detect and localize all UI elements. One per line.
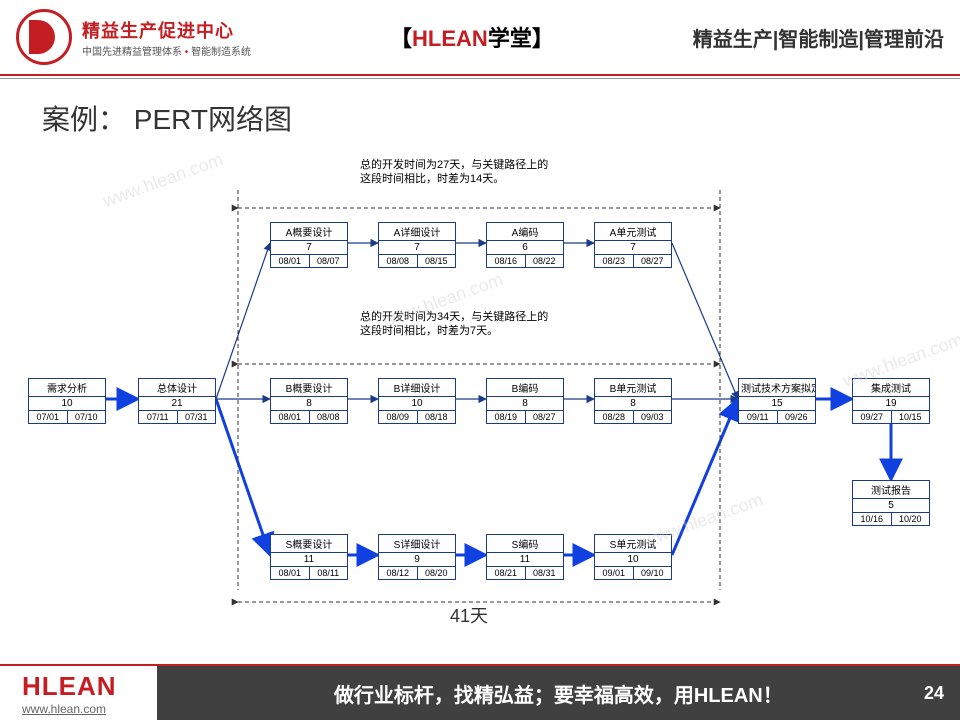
pert-node: A详细设计708/0808/15 (378, 222, 456, 268)
footer-bar: 做行业标杆，找精弘益；要幸福高效，用HLEAN！ 24 (157, 666, 960, 720)
pert-node: S编码1108/2108/31 (486, 534, 564, 580)
annot-b-l2: 这段时间相比，时差为7天。 (360, 324, 548, 338)
pert-node: 集成测试1909/2710/15 (852, 378, 930, 424)
header-rule-2 (0, 78, 960, 79)
footer-logo-text: HLEAN (22, 671, 117, 702)
pert-node: 总体设计2107/1107/31 (138, 378, 216, 424)
mid-red: HLEAN (412, 26, 488, 51)
annot-a-l2: 这段时间相比，时差为14天。 (360, 172, 548, 186)
pert-node: 测试报告510/1610/20 (852, 480, 930, 526)
header-mid: 【HLEAN学堂】 (251, 21, 693, 53)
header-rule-1 (0, 74, 960, 76)
pert-node: 测试技术方案拟定1509/1109/26 (738, 378, 816, 424)
annotation-a: 总的开发时间为27天，与关键路径上的 这段时间相比，时差为14天。 (360, 158, 548, 187)
pert-node: B详细设计1008/0908/18 (378, 378, 456, 424)
pert-node: B概要设计808/0108/08 (270, 378, 348, 424)
pert-node: S概要设计1108/0108/11 (270, 534, 348, 580)
footer-logo: HLEAN www.hlean.com (22, 671, 117, 716)
pert-node: A单元测试708/2308/27 (594, 222, 672, 268)
pert-diagram: 需求分析1007/0107/10 总体设计2107/1107/31 A概要设计708… (20, 150, 940, 650)
header-right: 精益生产|智能制造|管理前沿 (693, 23, 944, 52)
footer-url: www.hlean.com (22, 702, 117, 716)
pert-node: S详细设计908/1208/20 (378, 534, 456, 580)
watermark: www.hlean.com (100, 149, 226, 212)
logo-title: 精益生产促进中心 (82, 17, 251, 43)
logo-subtitle: 中国先进精益管理体系 • 智能制造系统 (82, 43, 251, 58)
footer: HLEAN www.hlean.com 做行业标杆，找精弘益；要幸福高效，用HL… (0, 666, 960, 720)
days-label: 41天 (450, 602, 488, 628)
annot-b-l1: 总的开发时间为34天，与关键路径上的 (360, 310, 548, 324)
pert-node: A编码608/1608/22 (486, 222, 564, 268)
logo-text: 精益生产促进中心 中国先进精益管理体系 • 智能制造系统 (82, 17, 251, 58)
bracket-l: 【 (390, 26, 412, 51)
annotation-b: 总的开发时间为34天，与关键路径上的 这段时间相比，时差为7天。 (360, 310, 548, 339)
footer-slogan: 做行业标杆，找精弘益；要幸福高效，用HLEAN！ (334, 679, 783, 708)
annot-a-l1: 总的开发时间为27天，与关键路径上的 (360, 158, 548, 172)
bracket-r: 】 (532, 26, 554, 51)
pert-node: 需求分析1007/0107/10 (28, 378, 106, 424)
header: 精益生产促进中心 中国先进精益管理体系 • 智能制造系统 【HLEAN学堂】 精… (0, 0, 960, 74)
pert-node: B编码808/1908/27 (486, 378, 564, 424)
mid-black: 学堂 (488, 26, 532, 51)
pert-node: B单元测试808/2809/03 (594, 378, 672, 424)
pert-node: S单元测试1009/0109/10 (594, 534, 672, 580)
logo-sub-pre: 中国先进精益管理体系 (82, 47, 182, 58)
page-title: 案例： PERT网络图 (42, 98, 292, 138)
pert-node: A概要设计708/0108/07 (270, 222, 348, 268)
page-number: 24 (924, 683, 944, 704)
logo-icon (16, 9, 72, 65)
logo-sub-post: 智能制造系统 (191, 47, 251, 58)
